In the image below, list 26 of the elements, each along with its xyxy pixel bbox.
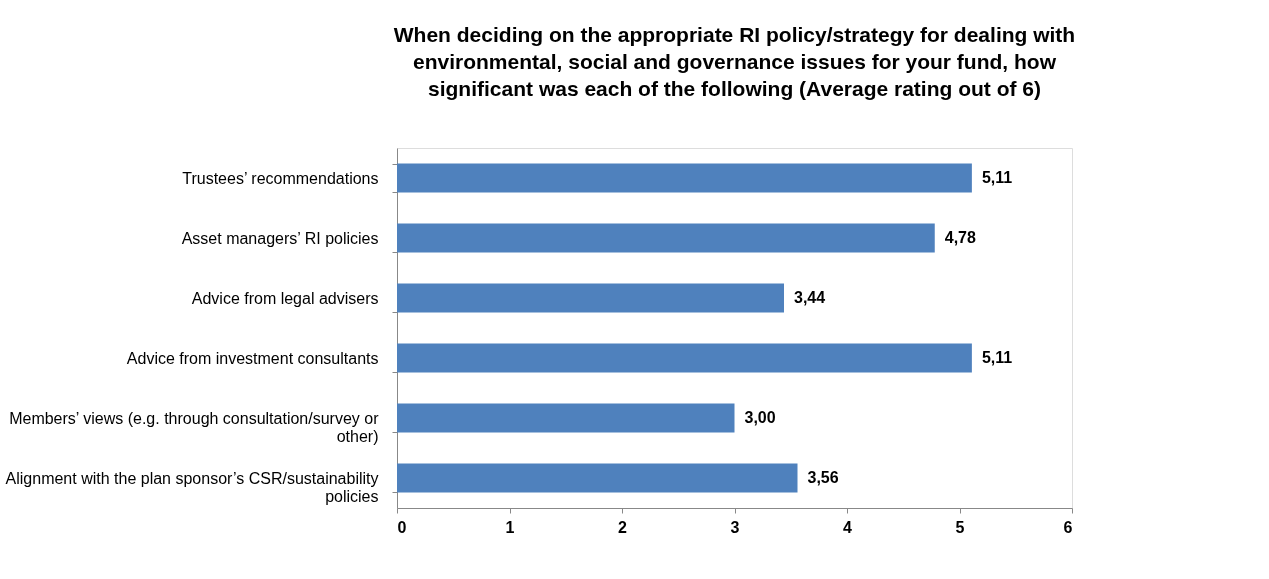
data-label: 3,44 bbox=[794, 289, 826, 306]
bar bbox=[397, 283, 784, 313]
y-tick-label: Members’ views (e.g. through consultation/survey or other) bbox=[9, 409, 380, 445]
x-tick-label: 4 bbox=[843, 518, 853, 536]
bar bbox=[397, 343, 972, 373]
x-tick-label: 6 bbox=[1063, 518, 1073, 536]
data-label: 3,56 bbox=[807, 469, 839, 486]
bar bbox=[397, 223, 935, 253]
data-label: 4,78 bbox=[944, 229, 976, 246]
bar bbox=[397, 463, 798, 493]
x-tick-label: 0 bbox=[397, 518, 407, 536]
y-tick-label: Alignment with the plan sponsor’s CSR/sustainability policies bbox=[5, 469, 379, 505]
x-tick-label: 5 bbox=[955, 518, 965, 536]
bar bbox=[397, 403, 735, 433]
bar bbox=[397, 163, 972, 193]
chart-title: When deciding on the appropriate RI policy/strategy for dealing with environmental, social and governance issues for your fund, how significant was each of the following (Average rating out of 6) bbox=[393, 23, 1076, 100]
data-label: 5,11 bbox=[981, 169, 1013, 186]
y-tick-label: Advice from investment consultants bbox=[126, 349, 379, 367]
x-tick-label: 1 bbox=[505, 518, 515, 536]
y-tick-label: Advice from legal advisers bbox=[191, 289, 379, 307]
x-tick-label: 2 bbox=[618, 518, 628, 536]
data-label: 3,00 bbox=[744, 409, 776, 426]
y-tick-label: Trustees’ recommendations bbox=[182, 169, 379, 187]
data-label: 5,11 bbox=[981, 349, 1013, 366]
y-tick-label: Asset managers’ RI policies bbox=[181, 229, 379, 247]
x-tick-label: 3 bbox=[730, 518, 740, 536]
